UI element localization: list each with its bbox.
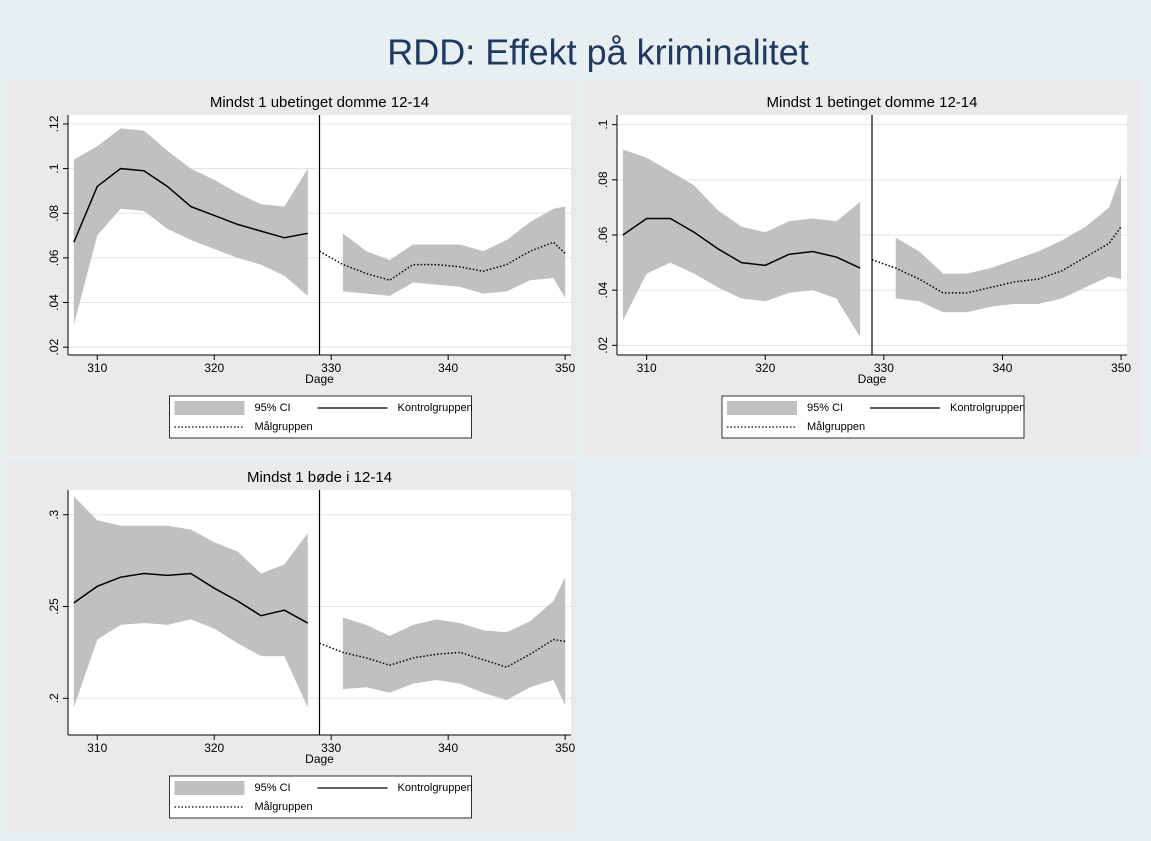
x-tick-label: 310 [87,361,107,375]
legend-label: 95% CI [255,782,291,794]
x-tick-label: 310 [637,361,657,375]
x-tick-label: 350 [555,741,575,755]
x-tick-label: 310 [87,741,107,755]
series-line [871,226,1122,294]
chart-panel: Mindst 1 betinget domme 12-14 .02 .04 .06 .0… [583,80,1141,455]
legend-label: Målgruppen [255,801,313,813]
ci-band [342,577,566,706]
x-tick-label: 330 [321,741,341,755]
y-tick-label: .04 [596,282,610,299]
legend-label: Kontrolgruppen [398,402,473,414]
x-tick-label: 340 [438,741,458,755]
chart-panel: Mindst 1 ubetinget domme 12-14 .02 .04 .06.… [8,80,576,455]
y-tick-label: .2 [47,693,61,703]
chart-title: Mindst 1 betinget domme 12-14 [767,94,978,111]
y-tick-label: .3 [47,509,61,519]
legend-swatch [174,781,245,795]
x-tick-label: 320 [204,741,224,755]
x-axis-label: Dage [305,752,334,766]
y-tick-label: .12 [47,115,61,132]
series-line [622,217,861,269]
legend-label: Kontrolgruppen [950,402,1025,414]
y-tick-label: .1 [596,119,610,129]
legend-swatch [727,401,797,415]
series-line [73,167,308,243]
legend-label: 95% CI [807,402,843,414]
x-tick-label: 320 [755,361,775,375]
x-tick-label: 350 [555,361,575,375]
ci-band [73,496,308,708]
slide-title: RDD: Effekt på kriminalitet [387,32,808,73]
legend-label: Målgruppen [807,421,865,433]
legend-label: Kontrolgruppen [398,782,473,794]
x-axis-label: Dage [858,372,887,386]
series-line [319,638,566,668]
legend-label: Målgruppen [255,421,313,433]
chart-panel: Mindst 1 bøde i 12-14 .2 .25 .3 310 320 330 340… [8,462,576,832]
x-tick-label: 340 [992,361,1012,375]
series-line [73,572,309,624]
y-tick-label: .06 [596,226,610,243]
y-tick-label: .08 [596,171,610,188]
y-tick-label: .1 [47,163,61,173]
ci-band [342,206,566,299]
x-tick-label: 350 [1111,361,1131,375]
legend-swatch [174,401,245,415]
y-tick-label: .02 [47,339,61,356]
y-tick-label: .08 [47,205,61,222]
chart-title: Mindst 1 ubetinget domme 12-14 [210,94,429,111]
x-tick-label: 320 [204,361,224,375]
x-axis-label: Dage [305,372,334,386]
ci-band [73,128,308,325]
y-tick-label: .04 [47,294,61,311]
x-tick-label: 340 [438,361,458,375]
x-tick-label: 330 [874,361,894,375]
chart-title: Mindst 1 bøde i 12-14 [247,469,392,486]
y-tick-label: .25 [47,598,61,615]
y-tick-label: .02 [596,337,610,354]
ci-band [895,174,1122,313]
x-tick-label: 330 [321,361,341,375]
y-tick-label: .06 [47,249,61,266]
ci-band [622,149,861,338]
legend-label: 95% CI [255,402,291,414]
